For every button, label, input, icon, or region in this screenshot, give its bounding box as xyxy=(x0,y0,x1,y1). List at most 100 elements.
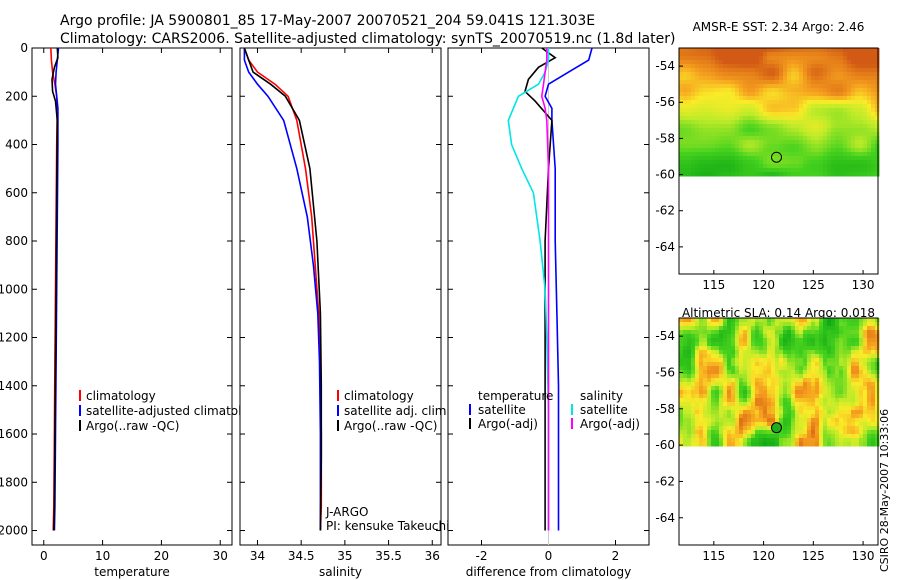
sla_map-cell xyxy=(847,350,852,355)
sla_map-cell xyxy=(763,442,768,447)
sst_map-cell xyxy=(843,88,848,93)
sst_map-cell xyxy=(771,60,776,65)
sst_map-cell xyxy=(863,144,868,149)
sst_map-cell xyxy=(711,92,716,97)
sla_map-cell xyxy=(755,382,760,387)
sst_map-cell xyxy=(767,112,772,117)
sst_map-cell xyxy=(715,124,720,129)
sst_map-cell xyxy=(695,68,700,73)
sla_map-cell xyxy=(743,362,748,367)
sst_map-cell xyxy=(775,128,780,133)
sla_map-cell xyxy=(703,370,708,375)
sst_map-cell xyxy=(863,160,868,165)
sst_map-cell xyxy=(783,128,788,133)
sla_map-cell xyxy=(687,362,692,367)
sla_map-cell xyxy=(791,398,796,403)
sla_map-cell xyxy=(867,354,872,359)
sla_map-cell xyxy=(723,350,728,355)
sla_map-cell xyxy=(783,326,788,331)
sst_map-cell xyxy=(827,160,832,165)
salinity-axes-frame xyxy=(239,47,442,546)
sla_map-cell xyxy=(763,418,768,423)
sla_map-cell xyxy=(739,442,744,447)
sst_map-cell xyxy=(795,160,800,165)
sst_map-cell xyxy=(747,128,752,133)
sst_map-cell xyxy=(683,152,688,157)
sst_map-cell xyxy=(703,120,708,125)
sla_map-cell xyxy=(759,358,764,363)
sst_map-cell xyxy=(807,136,812,141)
sla_map-cell xyxy=(687,386,692,391)
sla_map-cell xyxy=(863,394,868,399)
sla_map-cell xyxy=(867,378,872,383)
sla_map-cell xyxy=(727,358,732,363)
sst_map-cell xyxy=(819,156,824,161)
sla_map-cell xyxy=(791,418,796,423)
sla_map-cell xyxy=(815,378,820,383)
sst_map-cell xyxy=(831,64,836,69)
sst_map-cell xyxy=(815,84,820,89)
sla_map-cell xyxy=(699,386,704,391)
sst_map-cell xyxy=(831,104,836,109)
sst_map-cell xyxy=(703,88,708,93)
sla_map-cell xyxy=(687,406,692,411)
sla_map-cell xyxy=(715,378,720,383)
sst_map-cell xyxy=(703,100,708,105)
sla_map-cell xyxy=(867,386,872,391)
sst_map-cell xyxy=(875,112,880,117)
sla_map-cell xyxy=(691,434,696,439)
sla_map-cell xyxy=(819,442,824,447)
sla_map-cell xyxy=(775,374,780,379)
sst_map-cell xyxy=(683,144,688,149)
sla_map-cell xyxy=(839,410,844,415)
sst_map-cell xyxy=(807,160,812,165)
sla_map-cell xyxy=(831,354,836,359)
sla_map-cell xyxy=(795,334,800,339)
sst_map-cell xyxy=(747,132,752,137)
sst_map-cell xyxy=(791,172,796,177)
sst_map-cell xyxy=(691,56,696,61)
sst_map-ytick-label: -56 xyxy=(655,95,675,109)
sst_map-cell xyxy=(835,156,840,161)
sla_map-cell xyxy=(799,338,804,343)
sst_map-cell xyxy=(735,88,740,93)
sla_map-cell xyxy=(723,418,728,423)
sst_map-cell xyxy=(715,88,720,93)
sla_map-cell xyxy=(823,342,828,347)
sst_map-cell xyxy=(843,136,848,141)
sla_map-cell xyxy=(839,358,844,363)
sla_map-cell xyxy=(783,382,788,387)
sla_map-cell xyxy=(863,398,868,403)
sla_map-cell xyxy=(823,390,828,395)
sla_map-cell xyxy=(735,386,740,391)
sla_map-cell xyxy=(791,330,796,335)
sst_map-cell xyxy=(811,60,816,65)
sla_map-cell xyxy=(855,370,860,375)
sla_map-cell xyxy=(787,318,792,323)
sla_map-cell xyxy=(743,322,748,327)
sla_map-cell xyxy=(803,382,808,387)
sst_map-cell xyxy=(687,48,692,53)
sst_map-cell xyxy=(719,116,724,121)
sst_map-cell xyxy=(827,172,832,177)
sst_map-cell xyxy=(695,128,700,133)
sst_map-cell xyxy=(831,152,836,157)
sla_map-cell xyxy=(787,410,792,415)
sla_map-cell xyxy=(695,406,700,411)
sst_map-cell xyxy=(699,88,704,93)
sst_map-cell xyxy=(683,136,688,141)
sst_map-cell xyxy=(803,60,808,65)
sla_map-cell xyxy=(691,430,696,435)
sla_map-cell xyxy=(767,338,772,343)
sla_map-cell xyxy=(723,346,728,351)
sla_map-cell xyxy=(691,398,696,403)
sst_map-cell xyxy=(827,80,832,85)
sst_map-cell xyxy=(747,144,752,149)
sst_map-cell xyxy=(819,48,824,53)
sla_map-cell xyxy=(791,370,796,375)
sla_map-cell xyxy=(875,326,880,331)
sla_map-cell xyxy=(699,334,704,339)
sla_map-cell xyxy=(771,358,776,363)
sla_map-cell xyxy=(779,338,784,343)
